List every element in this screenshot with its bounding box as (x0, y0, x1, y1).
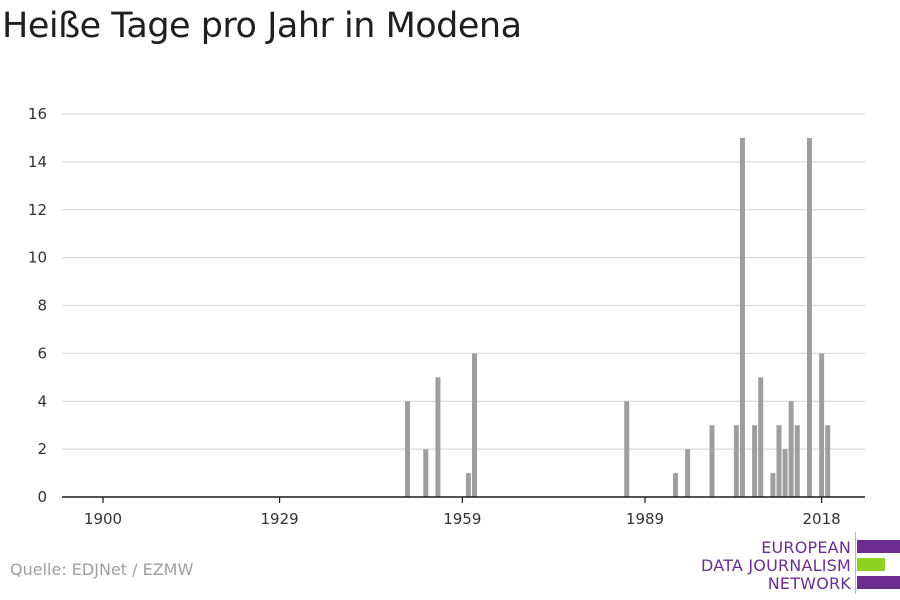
x-axis: 1900 1929 1959 1989 2018 (62, 496, 865, 528)
bar-1950 (405, 401, 410, 497)
bar-1960 (465, 473, 471, 497)
bar-1955 (435, 377, 441, 497)
y-tick-label-10: 10 (28, 249, 47, 267)
y-axis-labels: 0 2 4 6 8 10 12 14 16 (28, 105, 47, 506)
y-tick-label-2: 2 (37, 440, 47, 458)
bars (405, 137, 831, 497)
bar-2008 (758, 377, 764, 497)
logo-text-line-2: DATA JOURNALISM (701, 556, 851, 575)
bar-2000 (709, 425, 715, 497)
logo-bar-bottom (857, 576, 900, 589)
bar-2005 (739, 137, 745, 497)
source-note: Quelle: EDJNet / EZMW (10, 560, 194, 579)
y-tick-label-16: 16 (28, 105, 47, 123)
logo-bar-middle (857, 558, 885, 571)
bar-2014 (794, 425, 800, 497)
x-tick-label-1959: 1959 (443, 510, 481, 528)
bar-2012 (782, 449, 788, 497)
chart-title: Heiße Tage pro Jahr in Modena (2, 6, 522, 46)
bar-2010 (770, 473, 776, 497)
logo-divider (855, 532, 856, 594)
x-tick-label-1929: 1929 (261, 510, 299, 528)
logo-text-line-3: NETWORK (767, 574, 851, 593)
y-tick-label-6: 6 (37, 344, 47, 362)
bar-2019 (825, 425, 831, 497)
edjnet-logo[interactable]: EUROPEAN DATA JOURNALISM NETWORK (700, 532, 900, 595)
bar-2013 (788, 401, 794, 497)
y-tick-label-12: 12 (28, 201, 47, 219)
bar-2007 (752, 425, 758, 497)
y-tick-label-0: 0 (37, 488, 47, 506)
bar-2016 (806, 137, 812, 497)
grid-lines (62, 113, 865, 450)
x-tick-label-1900: 1900 (84, 510, 122, 528)
bar-1986 (624, 401, 630, 497)
y-tick-label-8: 8 (37, 297, 47, 315)
bar-1996 (685, 449, 691, 497)
y-tick-label-14: 14 (28, 153, 47, 171)
bar-2018 (819, 353, 825, 497)
logo-text-line-1: EUROPEAN (761, 538, 851, 557)
bar-2011 (776, 425, 782, 497)
bar-1994 (672, 473, 678, 497)
bar-2004 (733, 425, 739, 497)
bar-1953 (423, 449, 429, 497)
x-tick-label-2018: 2018 (803, 510, 841, 528)
logo-bar-top (857, 540, 900, 553)
bar-1961 (471, 353, 477, 497)
y-tick-label-4: 4 (37, 392, 47, 410)
x-tick-label-1989: 1989 (626, 510, 664, 528)
